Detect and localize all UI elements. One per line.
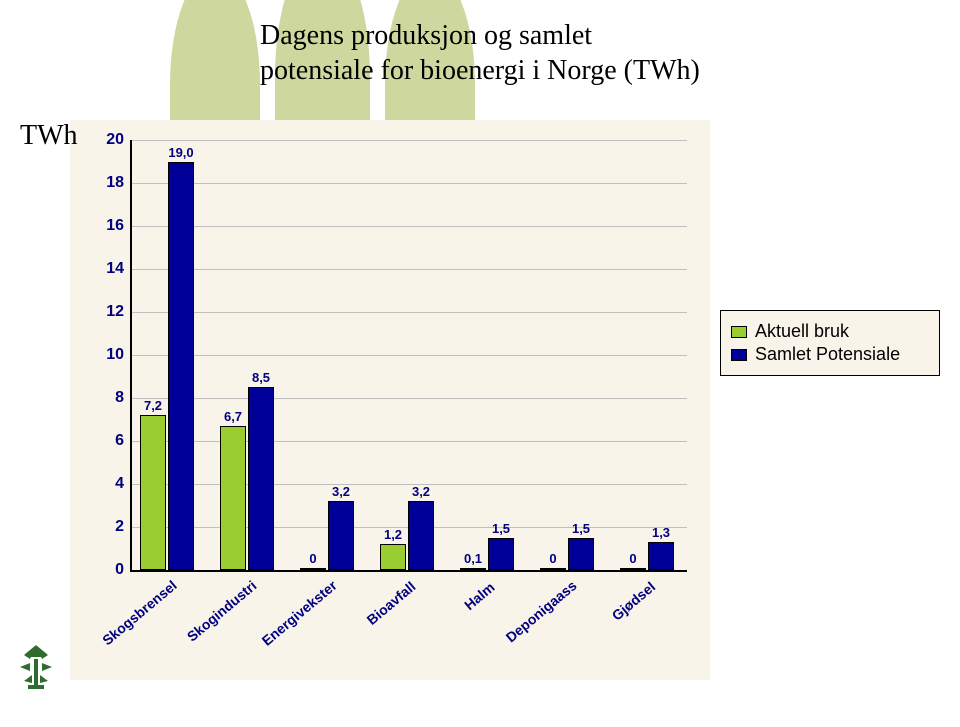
legend-item: Aktuell bruk — [731, 321, 929, 342]
bar-group: 01,3Gjødsel — [620, 140, 700, 570]
category-label: Energivekster — [259, 577, 340, 649]
y-tick-label: 12 — [106, 303, 132, 321]
bar-value-label: 3,2 — [412, 484, 430, 499]
category-label: Bioavfall — [364, 578, 419, 628]
legend: Aktuell bruk Samlet Potensiale — [720, 310, 940, 376]
bar-group: 6,78,5Skogindustri — [220, 140, 300, 570]
bar: 1,5 — [568, 538, 594, 570]
legend-label: Aktuell bruk — [755, 321, 849, 342]
page-title: Dagens produksjon og samlet potensiale f… — [260, 18, 700, 88]
bar: 7,2 — [140, 415, 166, 570]
y-tick-label: 20 — [106, 131, 132, 149]
bar-value-label: 19,0 — [168, 145, 193, 160]
logo-icon — [12, 643, 60, 691]
plot-area: 024681012141618207,219,0Skogsbrensel6,78… — [130, 140, 687, 572]
bar: 19,0 — [168, 162, 194, 571]
bar-value-label: 0 — [549, 551, 556, 566]
bar: 3,2 — [408, 501, 434, 570]
bar: 0,1 — [460, 568, 486, 570]
y-tick-label: 18 — [106, 174, 132, 192]
y-tick-label: 8 — [115, 389, 132, 407]
bar-value-label: 1,3 — [652, 525, 670, 540]
category-label: Skogsbrensel — [99, 577, 180, 648]
category-label: Gjødsel — [609, 578, 659, 623]
bar: 1,2 — [380, 544, 406, 570]
bar: 3,2 — [328, 501, 354, 570]
bar: 0 — [540, 568, 566, 570]
bar-value-label: 0 — [629, 551, 636, 566]
y-tick-label: 0 — [115, 561, 132, 579]
bar-value-label: 3,2 — [332, 484, 350, 499]
bar-group: 1,23,2Bioavfall — [380, 140, 460, 570]
bar: 8,5 — [248, 387, 274, 570]
legend-swatch — [731, 326, 747, 338]
category-label: Halm — [461, 579, 498, 613]
bar: 6,7 — [220, 426, 246, 570]
title-line-2: potensiale for bioenergi i Norge (TWh) — [260, 53, 700, 88]
bar: 0 — [300, 568, 326, 570]
bar-group: 0,11,5Halm — [460, 140, 540, 570]
legend-label: Samlet Potensiale — [755, 344, 900, 365]
y-tick-label: 14 — [106, 260, 132, 278]
bar-value-label: 0 — [309, 551, 316, 566]
bar-value-label: 1,5 — [572, 521, 590, 536]
chart-panel: 024681012141618207,219,0Skogsbrensel6,78… — [70, 120, 710, 680]
y-axis-title: TWh — [20, 120, 78, 152]
bar-value-label: 8,5 — [252, 370, 270, 385]
y-tick-label: 10 — [106, 346, 132, 364]
y-tick-label: 4 — [115, 475, 132, 493]
bar: 1,5 — [488, 538, 514, 570]
bar-group: 03,2Energivekster — [300, 140, 380, 570]
y-tick-label: 16 — [106, 217, 132, 235]
title-line-1: Dagens produksjon og samlet — [260, 18, 700, 53]
legend-swatch — [731, 349, 747, 361]
category-label: Deponigaass — [503, 577, 580, 645]
bar-group: 01,5Deponigaass — [540, 140, 620, 570]
bar-value-label: 7,2 — [144, 398, 162, 413]
category-label: Skogindustri — [184, 577, 260, 644]
y-tick-label: 2 — [115, 518, 132, 536]
bar-value-label: 1,2 — [384, 527, 402, 542]
bar-value-label: 1,5 — [492, 521, 510, 536]
y-tick-label: 6 — [115, 432, 132, 450]
bar: 1,3 — [648, 542, 674, 570]
legend-item: Samlet Potensiale — [731, 344, 929, 365]
bar: 0 — [620, 568, 646, 570]
bar-value-label: 0,1 — [464, 551, 482, 566]
bar-group: 7,219,0Skogsbrensel — [140, 140, 220, 570]
bar-value-label: 6,7 — [224, 409, 242, 424]
